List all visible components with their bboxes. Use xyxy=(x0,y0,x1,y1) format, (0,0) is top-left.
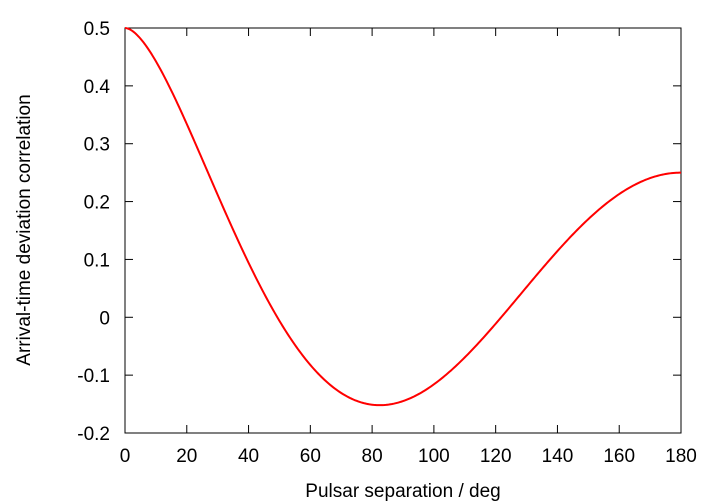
y-tick-label: 0.3 xyxy=(84,135,110,156)
x-tick-label: 80 xyxy=(362,446,383,467)
x-tick-label: 180 xyxy=(665,446,697,467)
y-tick-label: 0.5 xyxy=(84,19,110,40)
x-tick-label: 60 xyxy=(300,446,321,467)
x-tick-label: 140 xyxy=(542,446,574,467)
x-tick-labels: 0 20 40 60 80 100 120 140 160 180 xyxy=(120,446,697,467)
x-tick-label: 160 xyxy=(603,446,635,467)
y-tick-labels: -0.2 -0.1 0 0.1 0.2 0.3 0.4 0.5 xyxy=(77,19,110,445)
y-tick-label: -0.2 xyxy=(77,424,110,445)
tick-marks xyxy=(124,27,682,434)
x-tick-label: 100 xyxy=(418,446,450,467)
x-tick-label: 20 xyxy=(176,446,197,467)
y-tick-label: 0.2 xyxy=(84,193,110,214)
x-axis-label: Pulsar separation / deg xyxy=(305,481,500,502)
y-tick-label: 0 xyxy=(99,308,110,329)
y-tick-label: 0.4 xyxy=(84,77,111,98)
y-axis-label: Arrival-time deviation correlation xyxy=(14,94,35,365)
y-tick-label: 0.1 xyxy=(84,250,110,271)
plot-frame xyxy=(124,27,682,434)
series-line xyxy=(124,27,682,407)
x-tick-label: 40 xyxy=(238,446,259,467)
y-tick-label: -0.1 xyxy=(77,366,110,387)
x-tick-label: 0 xyxy=(120,446,131,467)
x-tick-label: 120 xyxy=(480,446,512,467)
